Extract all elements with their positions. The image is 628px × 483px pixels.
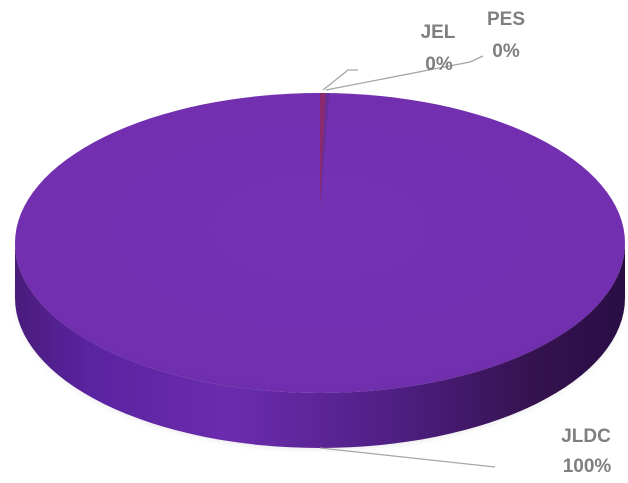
leader-line-jel [322, 69, 358, 91]
leader-line-pes [325, 55, 484, 91]
pie-side-wall [15, 243, 625, 448]
label-pes-name: PES [487, 9, 525, 30]
label-jldc-percent: 100% [563, 456, 612, 477]
leader-line-jldc [319, 447, 496, 468]
label-jel-percent: 0% [425, 54, 453, 75]
label-jel-name: JEL [421, 22, 456, 43]
pie-slice-jldc [15, 93, 625, 393]
pie-slice-jel [320, 93, 326, 208]
label-jldc-name: JLDC [561, 426, 611, 447]
label-pes-percent: 0% [492, 41, 520, 62]
pie-slice-pes [320, 93, 330, 208]
